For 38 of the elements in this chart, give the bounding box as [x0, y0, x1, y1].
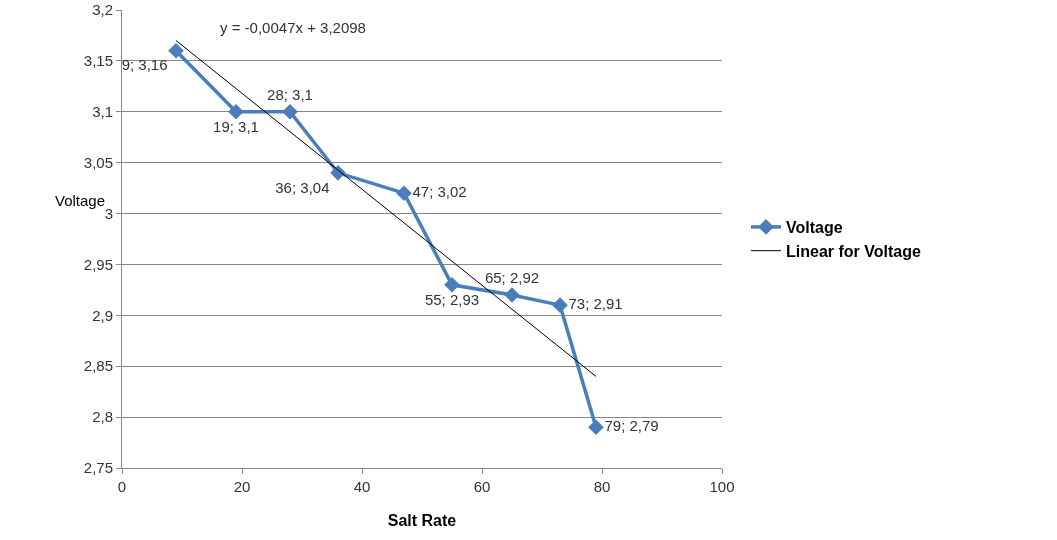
data-label: 28; 3,1: [267, 85, 313, 103]
point: [552, 297, 568, 313]
y-tick-label: 2,75: [83, 459, 113, 477]
point: [282, 103, 298, 120]
data-label: 73; 2,91: [568, 294, 623, 312]
y-axis-title: Voltage: [55, 192, 106, 209]
legend-label: Voltage: [786, 219, 843, 237]
y-tick-label: 2,85: [83, 357, 113, 375]
point: [396, 185, 412, 201]
y-tick-label: 3,2: [92, 1, 113, 19]
data-label: 19; 3,1: [213, 117, 259, 135]
annotation: y = -0,0047x + 3,2098: [220, 19, 366, 36]
data-label: 55; 2,93: [424, 290, 480, 308]
y-tick-label: 2,8: [92, 408, 113, 426]
y-tick-label: 3,15: [83, 52, 113, 70]
point: [168, 42, 184, 59]
point: [504, 287, 520, 303]
point: [444, 277, 460, 293]
data-label: 47; 3,02: [412, 182, 467, 200]
x-axis-title: Salt Rate: [387, 512, 457, 529]
y-tick-label: 3,1: [92, 103, 113, 121]
data-label: 79; 2,79: [604, 417, 659, 435]
x-tick-label: 80: [593, 478, 611, 495]
y-tick-label: 2,95: [83, 255, 113, 273]
x-tick-label: 0: [117, 478, 127, 495]
point: [228, 103, 244, 120]
y-tick-label: 2,9: [92, 306, 113, 324]
x-tick-label: 20: [233, 478, 251, 495]
point: [588, 419, 604, 436]
x-tick-label: 40: [353, 478, 371, 495]
legend-label: Linear for Voltage: [786, 242, 921, 260]
data-label: 36; 3,04: [275, 178, 330, 196]
data-label: 65; 2,92: [484, 268, 540, 286]
y-tick-label: 3,05: [83, 153, 113, 171]
y-tick-label: 3: [104, 204, 113, 222]
x-tick-label: 100: [709, 478, 735, 495]
x-tick-label: 60: [473, 478, 491, 495]
data-label: 9; 3,16: [121, 56, 168, 74]
